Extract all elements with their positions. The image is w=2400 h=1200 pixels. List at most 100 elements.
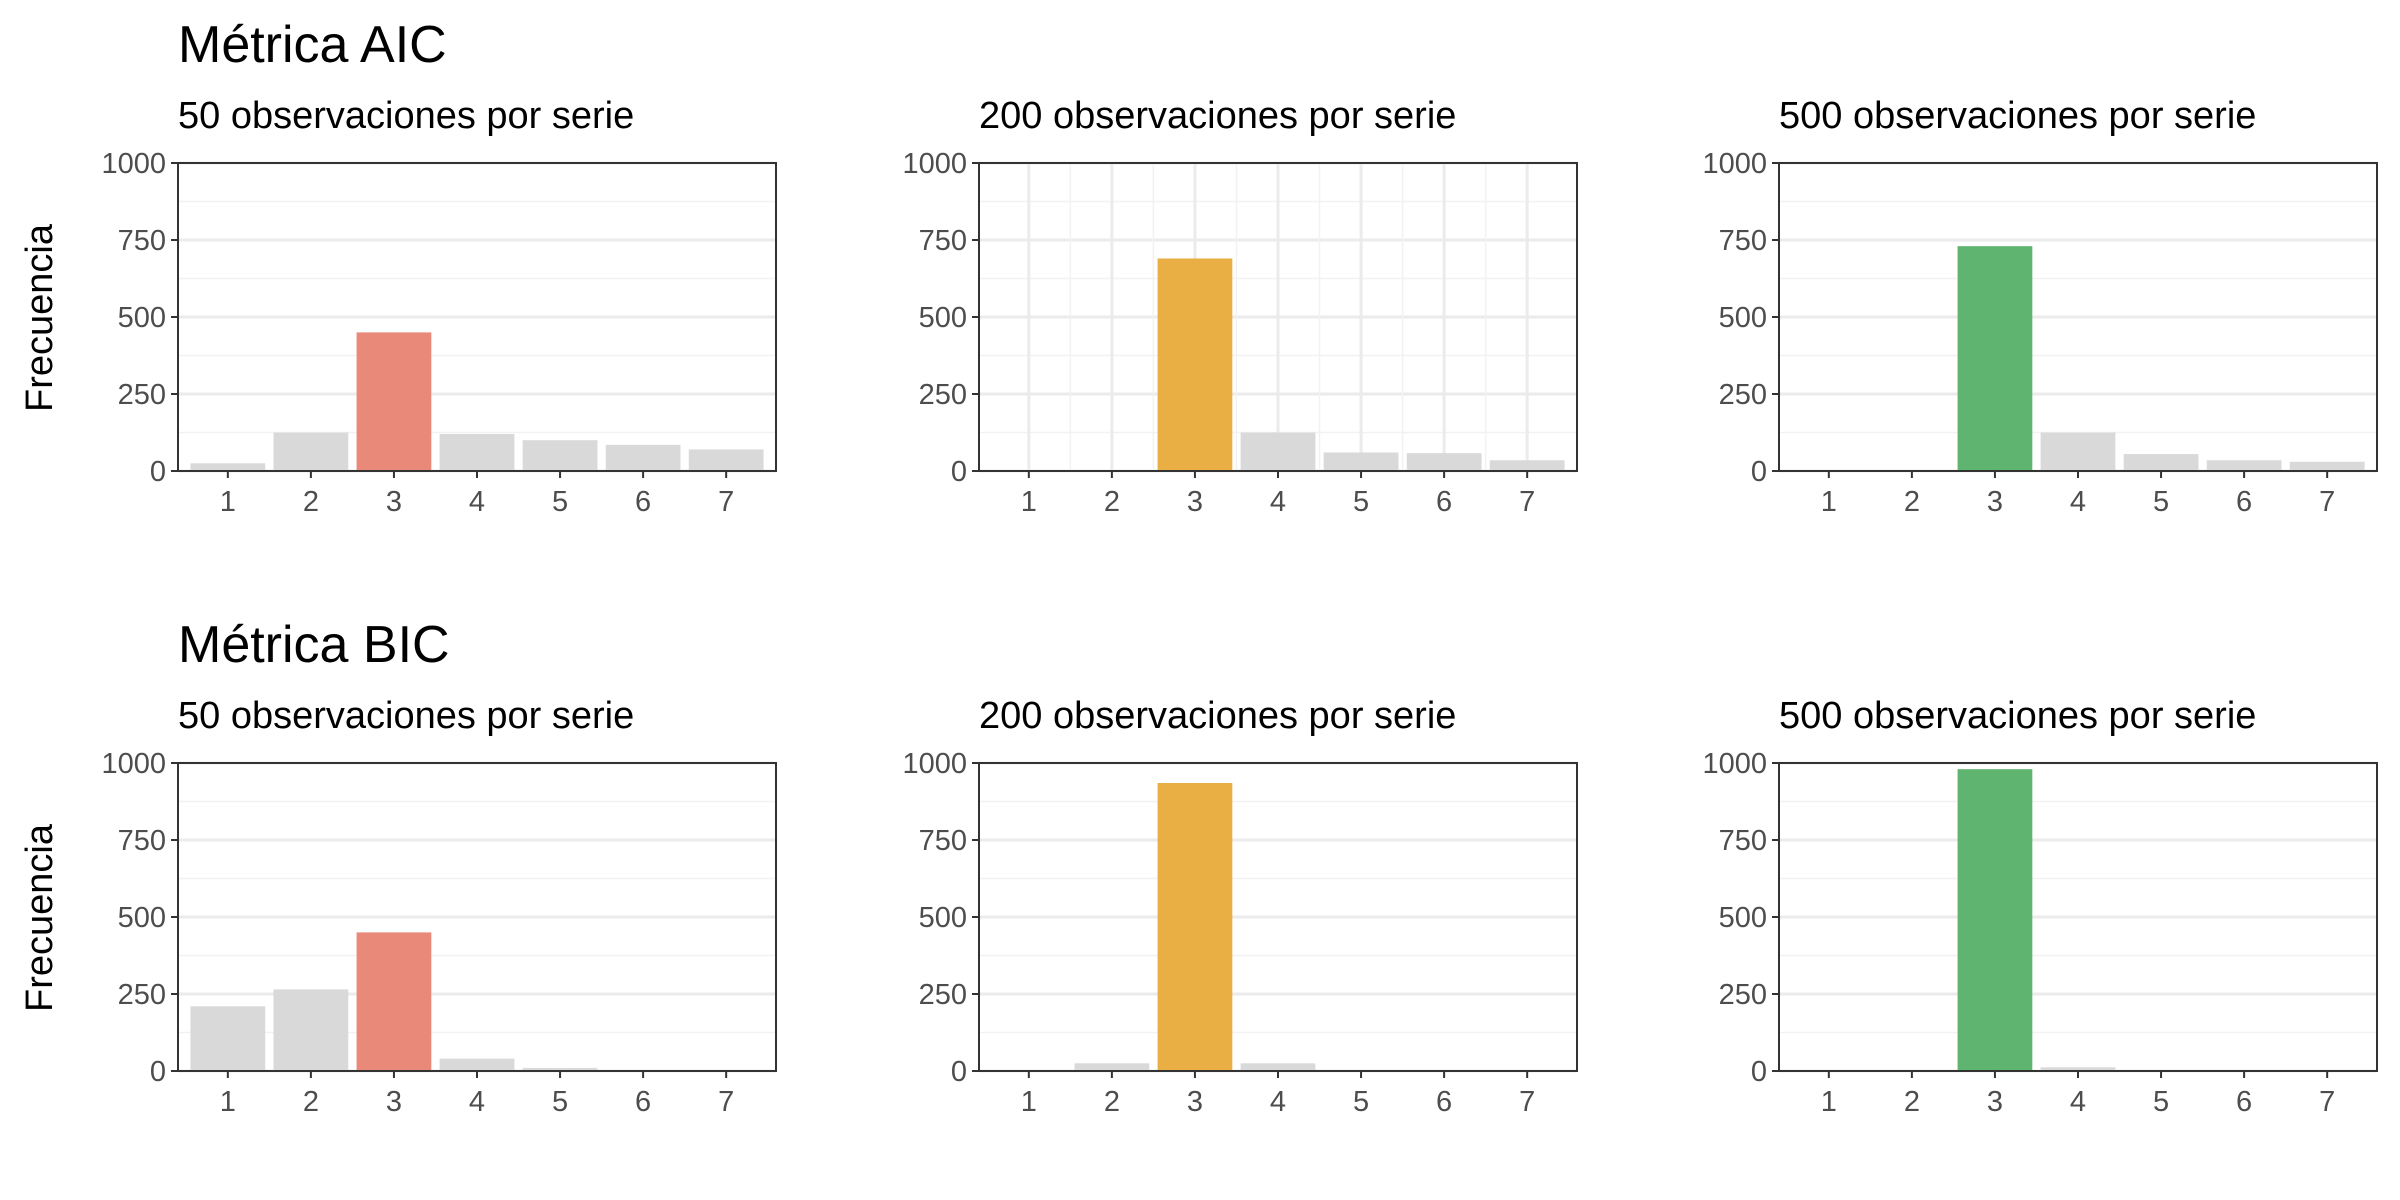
y-tick-label: 750 [1719, 825, 1767, 857]
bar-aic-50-6 [605, 444, 681, 471]
bar-bic-500-4 [2040, 1067, 2116, 1071]
y-tick-label: 750 [1719, 225, 1767, 257]
panel-subtitle-bic-500: 500 observaciones por serie [1779, 695, 2256, 737]
y-tick-label: 0 [1751, 1056, 1767, 1088]
bar-aic-50-3 [356, 332, 432, 471]
bar-aic-500-5 [2123, 454, 2199, 471]
bar-bic-50-4 [439, 1058, 515, 1071]
panel-subtitle-aic-200: 200 observaciones por serie [979, 95, 1456, 137]
x-tick-label: 2 [1104, 1086, 1120, 1118]
x-tick-label: 4 [1270, 1086, 1286, 1118]
y-tick-label: 250 [118, 379, 166, 411]
x-tick-label: 4 [2070, 1086, 2086, 1118]
y-tick-label: 250 [1719, 979, 1767, 1011]
x-tick-label: 5 [2153, 486, 2169, 518]
bar-aic-500-3 [1957, 246, 2033, 471]
x-tick-label: 3 [1987, 1086, 2003, 1118]
panel-subtitle-aic-500: 500 observaciones por serie [1779, 95, 2256, 137]
panel-aic-50: 0 250 500 750 1000 1 2 3 4 5 6 7 [101, 148, 777, 518]
bar-aic-200-5 [1323, 452, 1399, 471]
x-tick-label: 6 [1436, 1086, 1452, 1118]
bar-aic-200-6 [1406, 453, 1482, 471]
bar-aic-50-7 [688, 449, 764, 471]
bar-aic-500-6 [2206, 460, 2282, 471]
y-tick-label: 1000 [1702, 148, 1767, 180]
x-tick-label: 2 [303, 486, 319, 518]
bar-aic-50-1 [190, 463, 266, 471]
row-title-bic: Métrica BIC [178, 616, 450, 674]
panel-aic-500: 0 250 500 750 1000 1 2 3 4 5 6 7 [1702, 148, 2378, 518]
y-tick-label: 250 [919, 379, 967, 411]
x-tick-label: 2 [1104, 486, 1120, 518]
bar-bic-50-2 [273, 989, 349, 1071]
x-tick-label: 1 [1021, 486, 1037, 518]
x-tick-label: 2 [1904, 1086, 1920, 1118]
x-tick-label: 1 [1021, 1086, 1037, 1118]
bar-bic-50-5 [522, 1067, 598, 1071]
bar-bic-200-4 [1240, 1063, 1316, 1071]
bar-aic-50-2 [273, 432, 349, 471]
bar-aic-500-7 [2289, 461, 2365, 471]
x-tick-label: 1 [220, 486, 236, 518]
y-tick-label: 0 [1751, 456, 1767, 488]
x-tick-label: 4 [2070, 486, 2086, 518]
y-tick-label: 750 [919, 225, 967, 257]
y-tick-label: 0 [150, 1056, 166, 1088]
x-tick-label: 6 [2236, 486, 2252, 518]
y-tick-label: 750 [919, 825, 967, 857]
x-tick-label: 3 [386, 1086, 402, 1118]
x-tick-label: 6 [635, 1086, 651, 1118]
x-tick-label: 7 [1519, 1086, 1535, 1118]
y-axis-label-bic: Frecuencia [19, 823, 61, 1012]
y-tick-label: 250 [118, 979, 166, 1011]
y-tick-label: 500 [919, 302, 967, 334]
x-tick-label: 3 [1987, 486, 2003, 518]
y-tick-label: 500 [118, 902, 166, 934]
bar-aic-200-3 [1157, 258, 1233, 471]
y-tick-label: 1000 [101, 748, 166, 780]
bar-bic-50-1 [190, 1006, 266, 1071]
y-tick-label: 1000 [101, 148, 166, 180]
y-tick-label: 750 [118, 825, 166, 857]
y-tick-label: 0 [150, 456, 166, 488]
y-tick-label: 500 [919, 902, 967, 934]
bar-aic-200-4 [1240, 432, 1316, 471]
x-tick-label: 4 [1270, 486, 1286, 518]
bar-bic-200-3 [1157, 783, 1233, 1071]
bar-aic-50-5 [522, 440, 598, 471]
y-axis-label-aic: Frecuencia [19, 223, 61, 412]
x-tick-label: 6 [635, 486, 651, 518]
bar-aic-50-4 [439, 434, 515, 471]
y-tick-label: 250 [1719, 379, 1767, 411]
x-tick-label: 6 [2236, 1086, 2252, 1118]
row-title-aic: Métrica AIC [178, 16, 447, 74]
bar-bic-50-3 [356, 932, 432, 1071]
x-tick-label: 4 [469, 1086, 485, 1118]
y-tick-label: 1000 [902, 748, 967, 780]
x-tick-label: 2 [1904, 486, 1920, 518]
x-tick-label: 7 [718, 1086, 734, 1118]
y-tick-label: 500 [1719, 302, 1767, 334]
x-tick-label: 1 [1821, 486, 1837, 518]
y-tick-label: 250 [919, 979, 967, 1011]
y-tick-label: 750 [118, 225, 166, 257]
x-tick-label: 1 [1821, 1086, 1837, 1118]
x-tick-label: 7 [2319, 486, 2335, 518]
bar-aic-200-7 [1489, 460, 1565, 471]
x-tick-label: 7 [718, 486, 734, 518]
panel-subtitle-bic-200: 200 observaciones por serie [979, 695, 1456, 737]
y-tick-label: 500 [118, 302, 166, 334]
x-tick-label: 3 [386, 486, 402, 518]
panel-subtitle-aic-50: 50 observaciones por serie [178, 95, 634, 137]
x-tick-label: 7 [1519, 486, 1535, 518]
bar-bic-500-3 [1957, 769, 2033, 1071]
y-tick-label: 1000 [1702, 748, 1767, 780]
x-tick-label: 5 [2153, 1086, 2169, 1118]
x-tick-label: 3 [1187, 486, 1203, 518]
x-tick-label: 7 [2319, 1086, 2335, 1118]
x-tick-label: 4 [469, 486, 485, 518]
panel-aic-200: 0 250 500 750 1000 1 2 3 4 5 6 7 [902, 148, 1578, 518]
x-tick-label: 6 [1436, 486, 1452, 518]
x-tick-label: 5 [1353, 1086, 1369, 1118]
